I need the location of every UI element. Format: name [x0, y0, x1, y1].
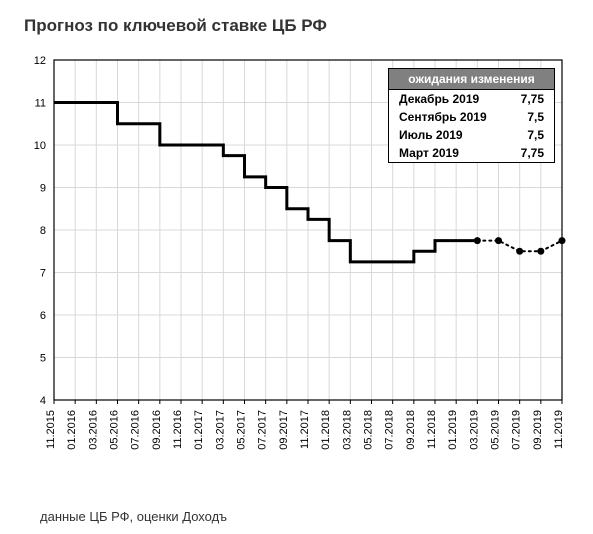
credit-text: данные ЦБ РФ, оценки Доходъ: [40, 509, 227, 524]
svg-text:09.2018: 09.2018: [405, 410, 417, 450]
svg-text:6: 6: [40, 310, 46, 322]
svg-text:05.2019: 05.2019: [490, 410, 502, 450]
svg-text:01.2017: 01.2017: [193, 410, 205, 450]
svg-text:01.2019: 01.2019: [447, 410, 459, 450]
svg-text:03.2018: 03.2018: [341, 410, 353, 450]
legend-row: Сентябрь 2019 7,5: [389, 108, 554, 126]
svg-text:10: 10: [34, 140, 46, 152]
svg-text:11.2017: 11.2017: [299, 410, 311, 449]
legend-label: Сентябрь 2019: [399, 110, 503, 124]
svg-text:07.2018: 07.2018: [384, 410, 396, 450]
legend-row: Декабрь 2019 7,75: [389, 90, 554, 108]
legend-value: 7,5: [527, 110, 544, 124]
legend-value: 7,75: [521, 146, 544, 160]
svg-text:07.2017: 07.2017: [257, 410, 269, 450]
svg-text:9: 9: [40, 183, 46, 195]
svg-text:05.2017: 05.2017: [236, 410, 248, 450]
svg-text:7: 7: [40, 268, 46, 280]
chart-container: Прогноз по ключевой ставке ЦБ РФ 4 5 6 7 8 9 1…: [0, 0, 593, 534]
legend-row: Июль 2019 7,5: [389, 126, 554, 144]
legend-header: ожидания изменения: [389, 69, 554, 90]
svg-text:05.2016: 05.2016: [109, 410, 121, 450]
svg-text:03.2016: 03.2016: [87, 410, 99, 450]
svg-text:5: 5: [40, 353, 46, 365]
svg-text:03.2017: 03.2017: [214, 410, 226, 450]
svg-text:11.2018: 11.2018: [426, 410, 438, 449]
svg-text:07.2019: 07.2019: [511, 410, 523, 450]
svg-text:11.2016: 11.2016: [172, 410, 184, 449]
svg-text:11.2019: 11.2019: [553, 410, 565, 449]
legend-value: 7,75: [521, 92, 544, 106]
legend-box: ожидания изменения Декабрь 2019 7,75 Сентя…: [388, 68, 555, 163]
svg-text:05.2018: 05.2018: [363, 410, 375, 450]
legend-row: Март 2019 7,75: [389, 144, 554, 162]
legend-label: Июль 2019: [399, 128, 479, 142]
svg-text:09.2016: 09.2016: [151, 410, 163, 450]
svg-text:8: 8: [40, 225, 46, 237]
svg-text:07.2016: 07.2016: [130, 410, 142, 450]
svg-text:12: 12: [34, 55, 46, 67]
legend-rows: Декабрь 20197,75Сентябрь 20197,5Июль 201…: [389, 90, 554, 162]
svg-text:11: 11: [35, 98, 46, 110]
svg-text:01.2016: 01.2016: [66, 410, 78, 450]
legend-label: Март 2019: [399, 146, 475, 160]
svg-text:01.2018: 01.2018: [320, 410, 332, 450]
svg-text:11.2015: 11.2015: [45, 410, 57, 449]
legend-label: Декабрь 2019: [399, 92, 495, 106]
svg-text:09.2019: 09.2019: [532, 410, 544, 450]
legend-value: 7,5: [527, 128, 544, 142]
chart-area: 4 5 6 7 8 9 10 11 12 11.2015 01.2016 03.2016 05.2016…: [24, 55, 569, 485]
chart-title: Прогноз по ключевой ставке ЦБ РФ: [24, 16, 327, 36]
svg-text:4: 4: [40, 395, 46, 407]
svg-text:09.2017: 09.2017: [278, 410, 290, 450]
svg-text:03.2019: 03.2019: [468, 410, 480, 450]
